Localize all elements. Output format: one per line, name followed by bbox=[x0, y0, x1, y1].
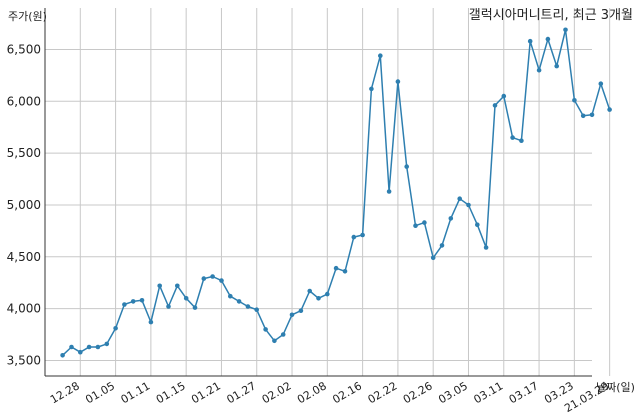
gridlines bbox=[45, 8, 611, 376]
x-tick-label: 02.22 bbox=[366, 379, 400, 406]
data-point bbox=[430, 255, 436, 261]
data-point bbox=[572, 98, 577, 103]
x-tick-label: 03.05 bbox=[436, 379, 470, 406]
data-point bbox=[386, 189, 392, 194]
data-point bbox=[492, 103, 498, 108]
data-point bbox=[78, 349, 83, 355]
data-point bbox=[130, 299, 136, 304]
data-point bbox=[589, 112, 595, 118]
data-point bbox=[501, 93, 507, 99]
data-point bbox=[219, 278, 224, 283]
data-point bbox=[104, 341, 110, 347]
y-tick-label: 6,000 bbox=[7, 94, 41, 108]
y-tick-label: 4,000 bbox=[7, 302, 41, 316]
data-point bbox=[272, 338, 277, 344]
data-point bbox=[86, 344, 92, 350]
data-point bbox=[554, 63, 559, 69]
data-point bbox=[475, 222, 480, 227]
data-point bbox=[245, 304, 251, 309]
data-point bbox=[236, 299, 242, 304]
data-point bbox=[175, 283, 180, 289]
data-point bbox=[378, 53, 383, 58]
x-axis-label: 날짜(일) bbox=[596, 380, 635, 394]
data-point bbox=[139, 298, 145, 303]
data-point bbox=[289, 312, 295, 318]
data-point bbox=[113, 326, 118, 331]
data-point bbox=[598, 81, 604, 86]
data-point bbox=[413, 223, 418, 228]
data-point bbox=[263, 327, 268, 332]
data-point bbox=[466, 202, 471, 208]
chart-title: 갤럭시아머니트리, 최근 3개월 bbox=[469, 8, 633, 23]
data-point bbox=[342, 269, 348, 274]
data-point bbox=[422, 220, 427, 225]
data-point bbox=[69, 344, 74, 350]
x-tick-label: 12.28 bbox=[48, 379, 82, 406]
data-point bbox=[351, 234, 357, 240]
data-point bbox=[483, 245, 489, 250]
data-point bbox=[580, 113, 586, 119]
x-tick-label: 02.08 bbox=[295, 379, 329, 406]
series-line bbox=[62, 29, 611, 356]
y-tick-label: 3,500 bbox=[7, 353, 41, 367]
x-tick-label: 01.11 bbox=[119, 379, 153, 406]
x-tick-label: 01.05 bbox=[83, 379, 117, 406]
axes bbox=[44, 8, 592, 377]
y-tick-label: 4,500 bbox=[7, 250, 41, 264]
x-tick-label: 02.02 bbox=[260, 379, 294, 406]
data-point bbox=[439, 243, 445, 248]
data-point bbox=[183, 296, 189, 301]
data-point bbox=[563, 27, 568, 33]
x-tick-label: 01.15 bbox=[154, 379, 188, 406]
data-point bbox=[60, 353, 65, 358]
data-point bbox=[307, 288, 313, 294]
data-point bbox=[122, 302, 127, 307]
data-point bbox=[192, 305, 198, 310]
data-point bbox=[457, 196, 463, 201]
data-point bbox=[254, 307, 259, 313]
y-tick-labels: 3,500 4,000 4,500 5,000 5,500 6,000 6,500 bbox=[7, 42, 41, 367]
data-point bbox=[298, 308, 304, 314]
data-point bbox=[201, 276, 207, 281]
y-tick-label: 5,500 bbox=[7, 146, 41, 160]
x-tick-label: 03.17 bbox=[507, 379, 541, 406]
x-tick-label: 01.27 bbox=[224, 379, 258, 406]
data-point bbox=[448, 216, 454, 221]
data-point bbox=[157, 283, 162, 289]
x-tick-label: 02.16 bbox=[330, 379, 364, 406]
data-point bbox=[369, 86, 374, 92]
data-point bbox=[395, 79, 401, 84]
data-point bbox=[404, 164, 410, 169]
data-point bbox=[545, 36, 551, 42]
data-point bbox=[325, 291, 330, 297]
data-point bbox=[316, 296, 321, 301]
data-point bbox=[333, 265, 339, 271]
data-point bbox=[519, 138, 524, 143]
x-tick-labels: 12.28 01.05 01.11 01.15 01.21 01.27 02.02 02.08… bbox=[48, 379, 611, 415]
x-tick-label: 03.11 bbox=[471, 379, 505, 406]
data-point bbox=[527, 38, 533, 44]
data-point bbox=[280, 332, 286, 337]
y-tick-label: 5,000 bbox=[7, 198, 41, 212]
y-tick-label: 6,500 bbox=[7, 42, 41, 56]
data-point bbox=[510, 135, 515, 140]
x-tick-label: 01.21 bbox=[189, 379, 223, 406]
y-axis-label: 주가(원) bbox=[8, 10, 47, 23]
price-series bbox=[60, 27, 612, 358]
data-point bbox=[228, 293, 233, 299]
data-point bbox=[536, 67, 542, 73]
x-tick-label: 02.26 bbox=[401, 379, 435, 406]
data-point bbox=[166, 304, 171, 309]
data-point bbox=[360, 232, 365, 238]
data-point bbox=[95, 344, 101, 350]
data-point bbox=[148, 319, 154, 325]
data-point bbox=[607, 107, 612, 112]
data-point bbox=[210, 274, 215, 279]
